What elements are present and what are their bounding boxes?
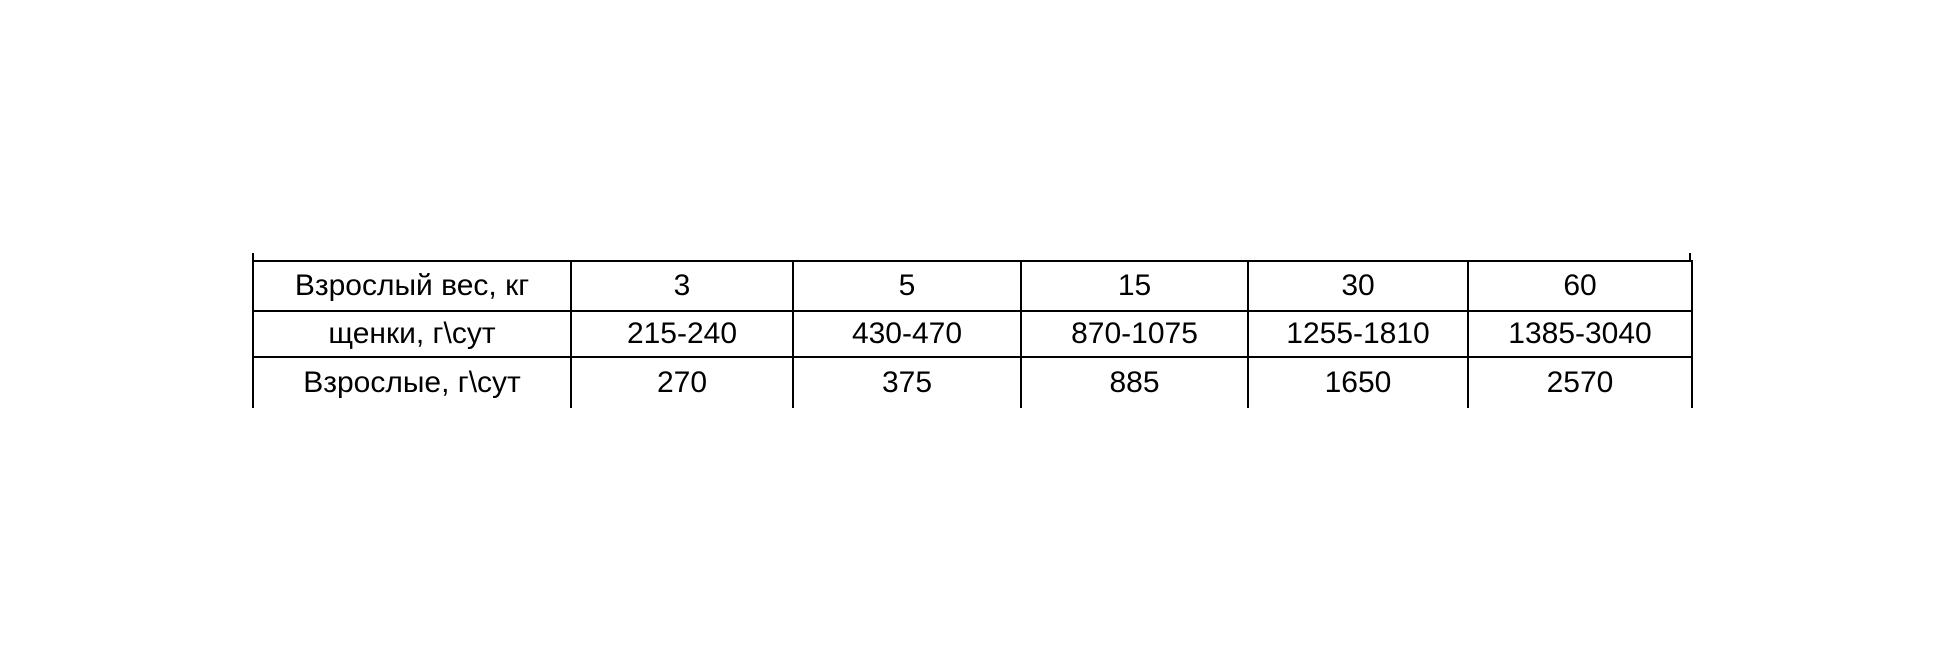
table-row: Взрослые, г\сут 270 375 885 1650 2570 xyxy=(252,356,1693,408)
value-cell: 30 xyxy=(1247,260,1469,312)
value-cell: 1385-3040 xyxy=(1467,310,1693,358)
value-cell: 5 xyxy=(792,260,1022,312)
value-cell: 885 xyxy=(1020,356,1249,408)
row-label-cell: Взрослые, г\сут xyxy=(252,356,572,408)
left-border-tick xyxy=(252,253,254,262)
table-row: Взрослый вес, кг 3 5 15 30 60 xyxy=(252,260,1693,312)
row-label-cell: щенки, г\сут xyxy=(252,310,572,358)
value-cell: 2570 xyxy=(1467,356,1693,408)
ration-table: Взрослый вес, кг 3 5 15 30 60 щенки, г\с… xyxy=(252,260,1693,408)
value-cell: 215-240 xyxy=(570,310,794,358)
row-label-cell: Взрослый вес, кг xyxy=(252,260,572,312)
right-border-tick xyxy=(1689,253,1691,262)
value-cell: 60 xyxy=(1467,260,1693,312)
value-cell: 870-1075 xyxy=(1020,310,1249,358)
value-cell: 270 xyxy=(570,356,794,408)
value-cell: 15 xyxy=(1020,260,1249,312)
ration-table-container: Взрослый вес, кг 3 5 15 30 60 щенки, г\с… xyxy=(252,253,1693,408)
value-cell: 1650 xyxy=(1247,356,1469,408)
table-row: щенки, г\сут 215-240 430-470 870-1075 12… xyxy=(252,310,1693,358)
value-cell: 430-470 xyxy=(792,310,1022,358)
value-cell: 1255-1810 xyxy=(1247,310,1469,358)
value-cell: 3 xyxy=(570,260,794,312)
value-cell: 375 xyxy=(792,356,1022,408)
